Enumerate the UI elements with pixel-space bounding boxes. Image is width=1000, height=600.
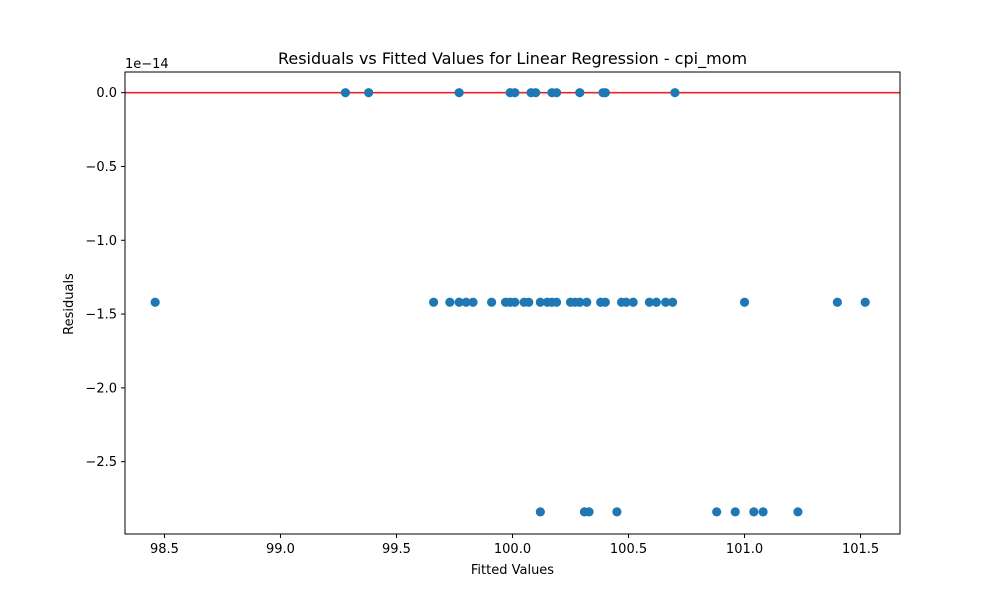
data-point (651, 297, 661, 307)
y-tick-label: −2.0 (85, 381, 117, 396)
x-tick-label: 99.0 (266, 542, 295, 557)
data-point (600, 297, 610, 307)
data-point (468, 297, 478, 307)
data-point (429, 297, 439, 307)
data-point (661, 297, 671, 307)
data-point (612, 507, 622, 517)
data-point (621, 297, 631, 307)
x-tick-label: 98.5 (150, 542, 179, 557)
x-axis-ticks: 98.5 99.0 99.5 100.0 100.5 101.0 101.5 (150, 534, 879, 557)
data-point (860, 297, 870, 307)
data-point (644, 297, 655, 307)
x-axis-title: Fitted Values (471, 563, 554, 578)
y-axis-title: Residuals (62, 273, 77, 335)
data-point (551, 88, 562, 98)
data-point (793, 507, 803, 517)
y-axis-ticks: 0.0 −0.5 −1.0 −1.5 −2.0 −2.5 (85, 86, 125, 470)
data-point (454, 88, 464, 98)
data-point (510, 88, 520, 98)
y-tick-label: −1.0 (85, 234, 117, 249)
chart-title: Residuals vs Fitted Values for Linear Re… (278, 49, 747, 69)
data-point (730, 507, 740, 517)
data-point (739, 297, 750, 307)
data-point (535, 507, 545, 517)
data-point (551, 297, 562, 307)
data-point (454, 297, 464, 307)
data-point (445, 297, 455, 307)
y-tick-label: −0.5 (85, 160, 117, 175)
data-point (531, 88, 541, 98)
data-point (668, 297, 678, 307)
data-point (628, 297, 638, 307)
data-point (487, 297, 497, 307)
x-tick-label: 101.0 (726, 542, 763, 557)
data-point (575, 297, 585, 307)
data-point (832, 297, 842, 307)
data-point (535, 297, 545, 307)
points-layer (150, 88, 870, 517)
data-point (582, 297, 592, 307)
data-point (150, 297, 160, 307)
data-point (510, 297, 520, 307)
data-point (712, 507, 722, 517)
y-offset-label: 1e−14 (125, 57, 169, 72)
data-point (364, 88, 374, 98)
data-point (461, 297, 471, 307)
y-tick-label: 0.0 (96, 86, 117, 101)
x-tick-label: 100.5 (610, 542, 647, 557)
data-point (758, 507, 768, 517)
x-tick-label: 99.5 (382, 542, 411, 557)
x-tick-label: 101.5 (842, 542, 879, 557)
data-point (524, 297, 534, 307)
y-tick-label: −2.5 (85, 455, 117, 470)
plot-frame (124, 71, 901, 535)
data-point (749, 507, 759, 517)
data-point (584, 507, 594, 517)
data-point (600, 88, 610, 98)
data-point (670, 88, 680, 98)
data-point (575, 88, 585, 98)
y-tick-label: −1.5 (85, 308, 117, 323)
x-tick-label: 100.0 (494, 542, 531, 557)
data-point (340, 88, 351, 98)
